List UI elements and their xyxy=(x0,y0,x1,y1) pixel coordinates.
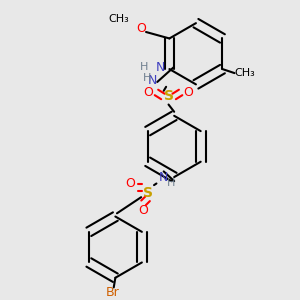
Text: Br: Br xyxy=(106,286,120,299)
Text: S: S xyxy=(142,186,153,200)
Text: H: H xyxy=(142,73,151,83)
Text: O: O xyxy=(136,22,146,35)
Text: CH₃: CH₃ xyxy=(108,14,129,24)
Text: H: H xyxy=(140,62,148,73)
Text: S: S xyxy=(164,89,173,103)
Text: N: N xyxy=(148,74,157,87)
Text: CH₃: CH₃ xyxy=(235,68,255,78)
Text: O: O xyxy=(143,86,153,99)
Text: O: O xyxy=(139,204,148,218)
Text: H: H xyxy=(167,178,175,188)
Text: N: N xyxy=(159,170,168,184)
Text: O: O xyxy=(125,177,135,190)
Text: O: O xyxy=(184,86,194,99)
Text: N: N xyxy=(156,61,165,74)
